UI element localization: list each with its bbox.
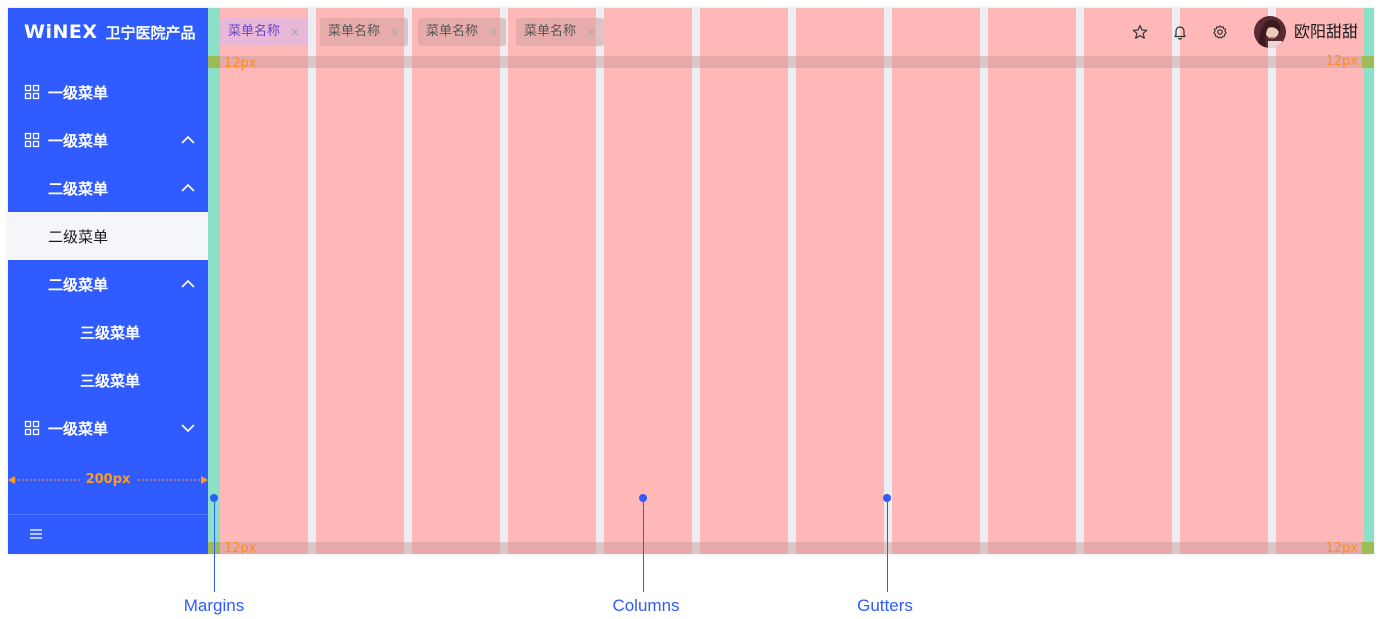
sidebar-item-label: 二级菜单: [48, 179, 109, 198]
sidebar-item-level1[interactable]: 一级菜单: [8, 68, 208, 116]
grid-corner: [1362, 56, 1374, 68]
tab-label: 菜单名称: [328, 24, 381, 39]
grid-margin-right: [1362, 8, 1374, 554]
close-icon[interactable]: ×: [487, 25, 498, 39]
grid-icon: [24, 420, 40, 436]
hamburger-icon[interactable]: [28, 526, 44, 542]
sidebar-item-label: 二级菜单: [48, 275, 109, 294]
user-name[interactable]: 欧阳甜甜: [1294, 22, 1359, 41]
columns-marker-line: [643, 502, 644, 592]
sidebar-item-level2-selected[interactable]: 二级菜单: [8, 212, 208, 260]
sidebar-divider: [8, 514, 208, 515]
chevron-down-icon: [181, 424, 195, 433]
chevron-up-icon: [181, 183, 195, 192]
brand[interactable]: WiNEX 卫宁医院产品: [8, 8, 208, 56]
grid-column: [508, 8, 596, 554]
grid-column: [988, 8, 1076, 554]
grid-column: [316, 8, 404, 554]
margins-marker-dot: [210, 494, 218, 502]
margins-annotation: Margins: [183, 596, 245, 615]
tab-menu[interactable]: 菜单名称 ×: [516, 18, 604, 46]
margin-label: 12px: [1325, 54, 1359, 69]
sidebar-item-level3[interactable]: 三级菜单: [8, 308, 208, 356]
grid-corner: [208, 56, 220, 68]
grid-margin-top: [208, 56, 1374, 68]
sidebar-item-level2-expanded[interactable]: 二级菜单: [8, 164, 208, 212]
columns-marker-dot: [639, 494, 647, 502]
gutters-marker-dot: [883, 494, 891, 502]
sidebar-item-label: 一级菜单: [48, 419, 109, 438]
grid-column: [1084, 8, 1172, 554]
gutters-marker-line: [887, 502, 888, 592]
sidebar-item-level1-expanded[interactable]: 一级菜单: [8, 116, 208, 164]
tab-label: 菜单名称: [524, 24, 577, 39]
close-icon[interactable]: ×: [585, 25, 596, 39]
grid-column: [604, 8, 692, 554]
grid-column: [220, 8, 308, 554]
chevron-up-icon: [181, 279, 195, 288]
sidebar: WiNEX 卫宁医院产品 一级菜单 一级菜单: [8, 8, 208, 554]
tab-menu[interactable]: 菜单名称 ×: [418, 18, 506, 46]
width-measure-label: 200px: [8, 470, 208, 490]
grid-margin-bottom: [208, 542, 1374, 554]
grid-column: [1276, 8, 1364, 554]
grid-column: [892, 8, 980, 554]
app-window: WiNEX 卫宁医院产品 一级菜单 一级菜单: [8, 8, 1374, 554]
grid-column: [796, 8, 884, 554]
sidebar-item-label: 三级菜单: [80, 371, 141, 390]
sidebar-item-level2-expanded[interactable]: 二级菜单: [8, 260, 208, 308]
avatar[interactable]: [1254, 16, 1286, 48]
brand-logo: WiNEX: [24, 21, 98, 43]
sidebar-item-label: 三级菜单: [80, 323, 141, 342]
tab-menu[interactable]: 菜单名称 ×: [220, 18, 308, 46]
close-icon[interactable]: ×: [389, 25, 400, 39]
chevron-up-icon: [181, 135, 195, 144]
content-area: 12px 12px 12px 12px 菜单名称 × 菜单名称 × 菜单名称 ×…: [208, 8, 1374, 554]
tab-label: 菜单名称: [426, 24, 479, 39]
sidebar-item-label: 二级菜单: [48, 227, 109, 246]
margins-marker-line: [214, 502, 215, 592]
grid-icon: [24, 84, 40, 100]
grid-column: [700, 8, 788, 554]
tab-label: 菜单名称: [228, 24, 281, 39]
columns-annotation: Columns: [612, 596, 680, 615]
close-icon[interactable]: ×: [289, 25, 300, 39]
gutters-annotation: Gutters: [857, 596, 913, 615]
margin-label: 12px: [224, 541, 257, 554]
grid-margin-left: [208, 8, 220, 554]
sidebar-item-level1-collapsed[interactable]: 一级菜单: [8, 404, 208, 452]
star-icon[interactable]: [1132, 24, 1148, 40]
sidebar-item-level3[interactable]: 三级菜单: [8, 356, 208, 404]
gear-icon[interactable]: [1212, 24, 1228, 40]
grid-icon: [24, 132, 40, 148]
grid-column: [412, 8, 500, 554]
tab-menu[interactable]: 菜单名称 ×: [320, 18, 408, 46]
brand-name: 卫宁医院产品: [105, 23, 196, 42]
sidebar-item-label: 一级菜单: [48, 131, 109, 150]
grid-column: [1180, 8, 1268, 554]
margin-label: 12px: [1325, 541, 1359, 554]
sidebar-item-label: 一级菜单: [48, 83, 109, 102]
grid-corner: [1362, 542, 1374, 554]
margin-label: 12px: [224, 56, 257, 71]
bell-icon[interactable]: [1172, 24, 1188, 40]
